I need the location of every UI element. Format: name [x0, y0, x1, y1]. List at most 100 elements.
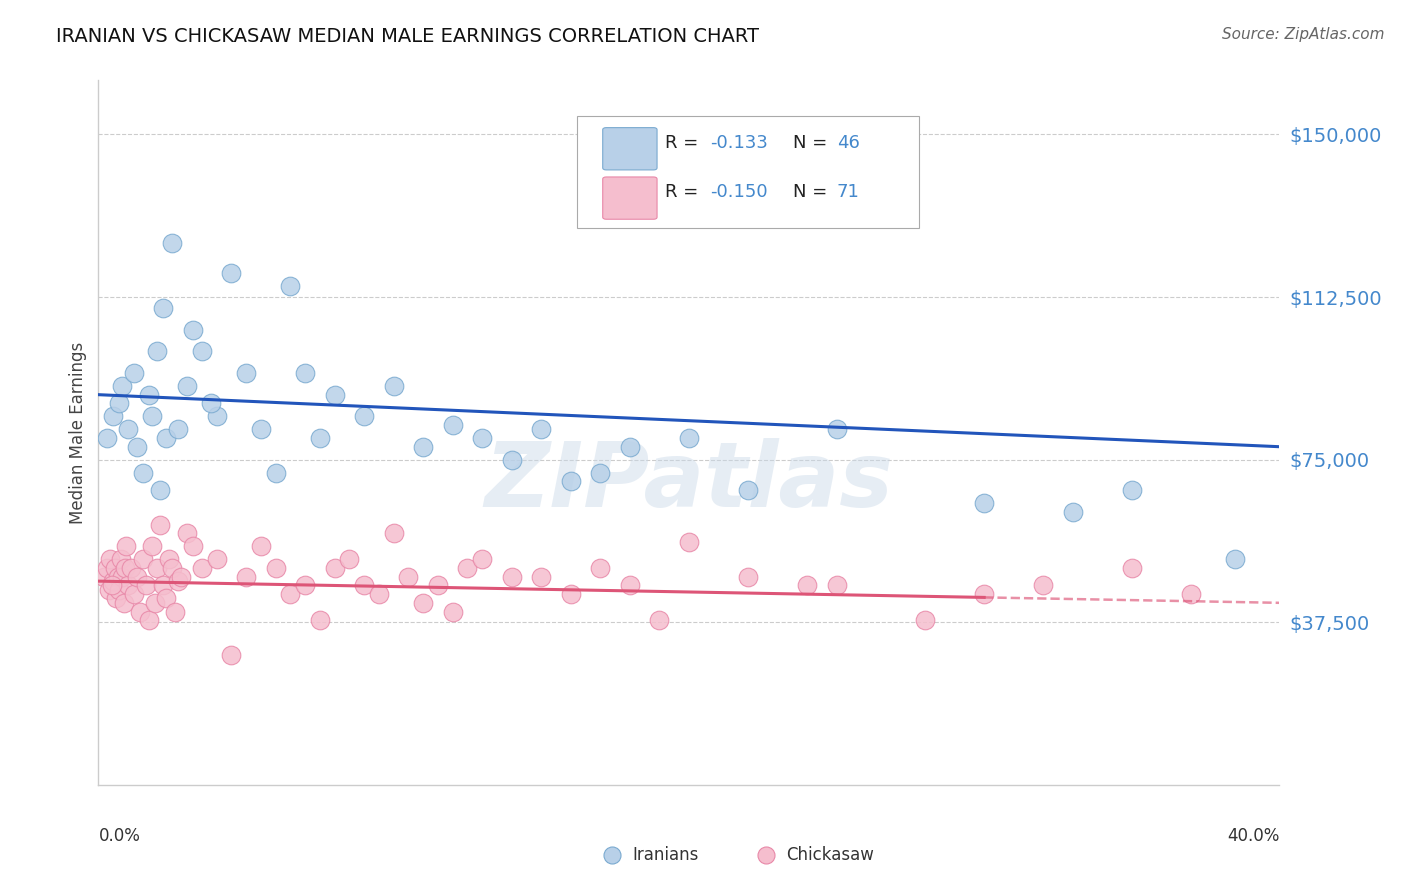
Text: 0.0%: 0.0% — [98, 827, 141, 846]
Point — [412, 440, 434, 454]
Point — [191, 344, 214, 359]
Point — [1062, 505, 1084, 519]
Point — [678, 535, 700, 549]
Point — [97, 582, 120, 597]
Point — [441, 605, 464, 619]
Point — [973, 496, 995, 510]
Point — [441, 417, 464, 432]
Point — [737, 570, 759, 584]
Point — [132, 466, 155, 480]
Point — [1180, 587, 1202, 601]
Point — [170, 570, 193, 584]
Text: R =: R = — [665, 134, 704, 153]
Point — [181, 540, 204, 554]
Point — [205, 409, 228, 424]
Point — [914, 613, 936, 627]
Point — [191, 561, 214, 575]
Point — [221, 648, 243, 662]
Point — [162, 235, 183, 250]
Point — [339, 552, 361, 566]
Point — [176, 526, 198, 541]
Y-axis label: Median Male Earnings: Median Male Earnings — [69, 342, 87, 524]
Point — [155, 431, 177, 445]
Point — [112, 596, 135, 610]
Point — [200, 396, 222, 410]
Point — [1225, 552, 1247, 566]
Point — [589, 561, 612, 575]
Point — [221, 266, 243, 280]
Text: IRANIAN VS CHICKASAW MEDIAN MALE EARNINGS CORRELATION CHART: IRANIAN VS CHICKASAW MEDIAN MALE EARNING… — [56, 27, 759, 45]
Point — [162, 561, 183, 575]
Point — [796, 578, 818, 592]
Point — [100, 578, 122, 592]
Point — [280, 587, 302, 601]
Point — [108, 396, 131, 410]
Point — [122, 587, 145, 601]
Point — [560, 475, 582, 489]
Point — [120, 561, 142, 575]
Point — [103, 409, 125, 424]
Point — [141, 540, 163, 554]
Point — [157, 552, 180, 566]
Point — [250, 540, 273, 554]
Point — [100, 778, 122, 792]
Point — [427, 578, 450, 592]
Point — [382, 379, 405, 393]
FancyBboxPatch shape — [603, 128, 657, 169]
Point — [323, 561, 346, 575]
Point — [108, 582, 131, 597]
Point — [973, 587, 995, 601]
Point — [294, 578, 316, 592]
Point — [648, 613, 671, 627]
Point — [471, 431, 494, 445]
Point — [1121, 483, 1143, 497]
Point — [205, 552, 228, 566]
Point — [471, 552, 494, 566]
Point — [115, 540, 138, 554]
Point — [96, 431, 118, 445]
Point — [501, 452, 523, 467]
Point — [105, 591, 128, 606]
Point — [93, 570, 115, 584]
Text: Source: ZipAtlas.com: Source: ZipAtlas.com — [1222, 27, 1385, 42]
Point — [167, 422, 190, 436]
Point — [457, 561, 479, 575]
Point — [176, 379, 198, 393]
Point — [125, 440, 148, 454]
Point — [146, 344, 169, 359]
Point — [128, 605, 150, 619]
Point — [165, 605, 187, 619]
Point — [323, 387, 346, 401]
Point — [309, 613, 332, 627]
FancyBboxPatch shape — [603, 177, 657, 219]
Text: 40.0%: 40.0% — [1227, 827, 1279, 846]
Point — [149, 483, 172, 497]
Point — [353, 409, 375, 424]
Point — [152, 578, 174, 592]
Point — [264, 466, 287, 480]
Point — [152, 301, 174, 315]
Point — [141, 409, 163, 424]
Text: -0.133: -0.133 — [710, 134, 768, 153]
Point — [235, 570, 257, 584]
Point — [110, 552, 132, 566]
Point — [96, 561, 118, 575]
Point — [382, 526, 405, 541]
Point — [122, 366, 145, 380]
Point — [309, 431, 332, 445]
Point — [135, 578, 157, 592]
Point — [132, 552, 155, 566]
Text: R =: R = — [665, 184, 704, 202]
Point — [1032, 578, 1054, 592]
Text: N =: N = — [793, 134, 832, 153]
Text: Iranians: Iranians — [633, 847, 699, 864]
Point — [111, 379, 134, 393]
FancyBboxPatch shape — [576, 115, 920, 228]
Point — [353, 578, 375, 592]
Text: Chickasaw: Chickasaw — [786, 847, 873, 864]
Point — [560, 587, 582, 601]
Point — [104, 561, 127, 575]
Point — [103, 574, 125, 589]
Point — [117, 578, 139, 592]
Point — [146, 561, 169, 575]
